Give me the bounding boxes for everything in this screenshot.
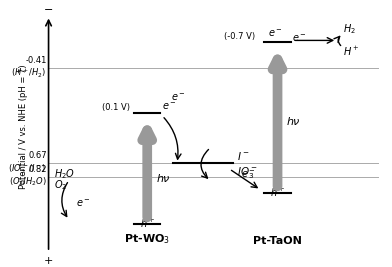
Text: (0.1 V): (0.1 V)	[102, 103, 131, 112]
Text: 0.67
$(IO_3^-/I^-)$: 0.67 $(IO_3^-/I^-)$	[8, 151, 47, 176]
Text: $O_2$: $O_2$	[54, 179, 67, 193]
Text: $e^-$: $e^-$	[162, 101, 177, 112]
Text: $H^+$: $H^+$	[343, 45, 359, 58]
Text: $H_2O$: $H_2O$	[54, 167, 75, 181]
Text: $H_2$: $H_2$	[343, 22, 356, 36]
Text: $e^-$: $e^-$	[171, 92, 186, 103]
Text: $-$: $-$	[44, 3, 54, 13]
Text: $h^+$: $h^+$	[270, 186, 285, 199]
Text: $+$: $+$	[44, 255, 54, 266]
Text: $e^-$: $e^-$	[76, 198, 91, 209]
Text: $e^-$: $e^-$	[268, 28, 283, 39]
Text: $I^-$: $I^-$	[237, 150, 249, 162]
Text: $IO_3^-$: $IO_3^-$	[237, 165, 257, 180]
Text: hν: hν	[156, 174, 170, 184]
Text: $h^+$: $h^+$	[140, 217, 155, 230]
Text: Potential / V vs. NHE (pH = 7): Potential / V vs. NHE (pH = 7)	[19, 64, 28, 189]
Text: hν: hν	[287, 117, 300, 127]
Text: (-0.7 V): (-0.7 V)	[224, 32, 255, 41]
Text: -0.41
$(H^+/H_2)$: -0.41 $(H^+/H_2)$	[11, 56, 47, 80]
Text: Pt-TaON: Pt-TaON	[253, 236, 302, 246]
Text: Pt-WO$_3$: Pt-WO$_3$	[124, 232, 170, 246]
Text: 0.82
$(O_2/H_2O)$: 0.82 $(O_2/H_2O)$	[9, 165, 47, 189]
Text: $e^-$: $e^-$	[292, 33, 307, 44]
Text: $e^-$: $e^-$	[241, 169, 256, 180]
